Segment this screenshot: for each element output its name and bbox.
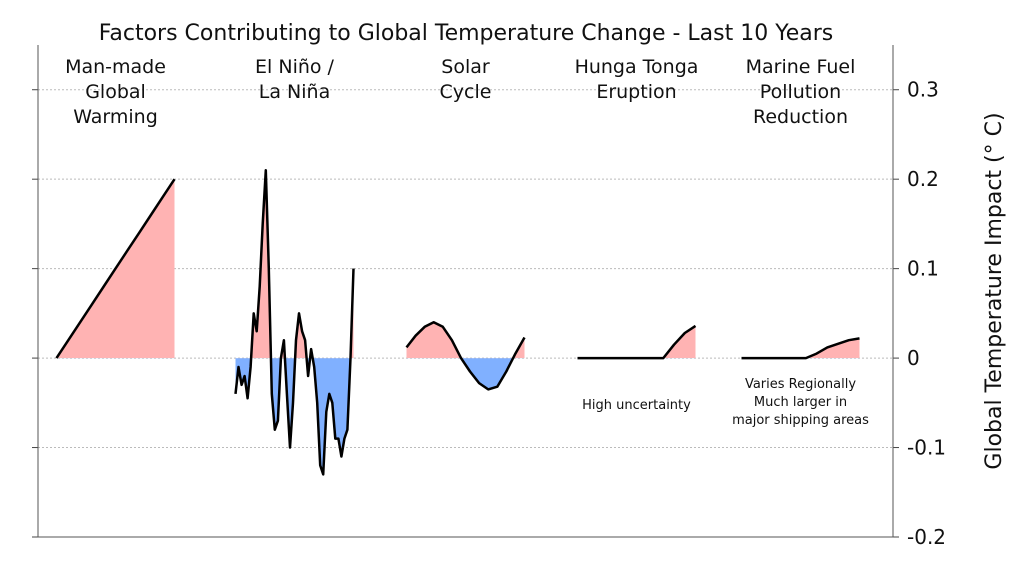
- negative-area: [406, 358, 525, 390]
- y-tick-label: -0.1: [907, 436, 946, 460]
- series-line: [577, 324, 697, 360]
- y-tick-label: 0.2: [907, 167, 939, 191]
- y-axis-label: Global Temperature Impact (° C): [982, 112, 1007, 469]
- panel-note: Varies Regionally Much larger in major shi…: [732, 377, 869, 428]
- positive-area: [251, 170, 354, 359]
- series-line: [741, 337, 860, 360]
- panel-title: Man-made Global Warming: [65, 56, 166, 128]
- series-line: [234, 168, 355, 476]
- y-tick-label: -0.2: [907, 525, 946, 549]
- panel-title: Marine Fuel Pollution Reduction: [746, 56, 856, 128]
- panel-note: High uncertainty: [582, 398, 691, 413]
- chart-title: Factors Contributing to Global Temperatu…: [99, 21, 834, 46]
- y-tick-label: 0: [907, 346, 920, 370]
- series-line: [55, 178, 176, 359]
- panel-title: Hunga Tonga Eruption: [575, 56, 699, 103]
- positive-area: [406, 322, 525, 359]
- y-tick-label: 0.1: [907, 257, 939, 281]
- panel-title: Solar Cycle: [440, 56, 492, 103]
- series-line: [405, 321, 526, 391]
- plot-frame: [37, 45, 894, 538]
- panel-title: El Niño / La Niña: [255, 56, 335, 103]
- y-tick-label: 0.3: [907, 78, 939, 102]
- positive-area: [663, 325, 696, 359]
